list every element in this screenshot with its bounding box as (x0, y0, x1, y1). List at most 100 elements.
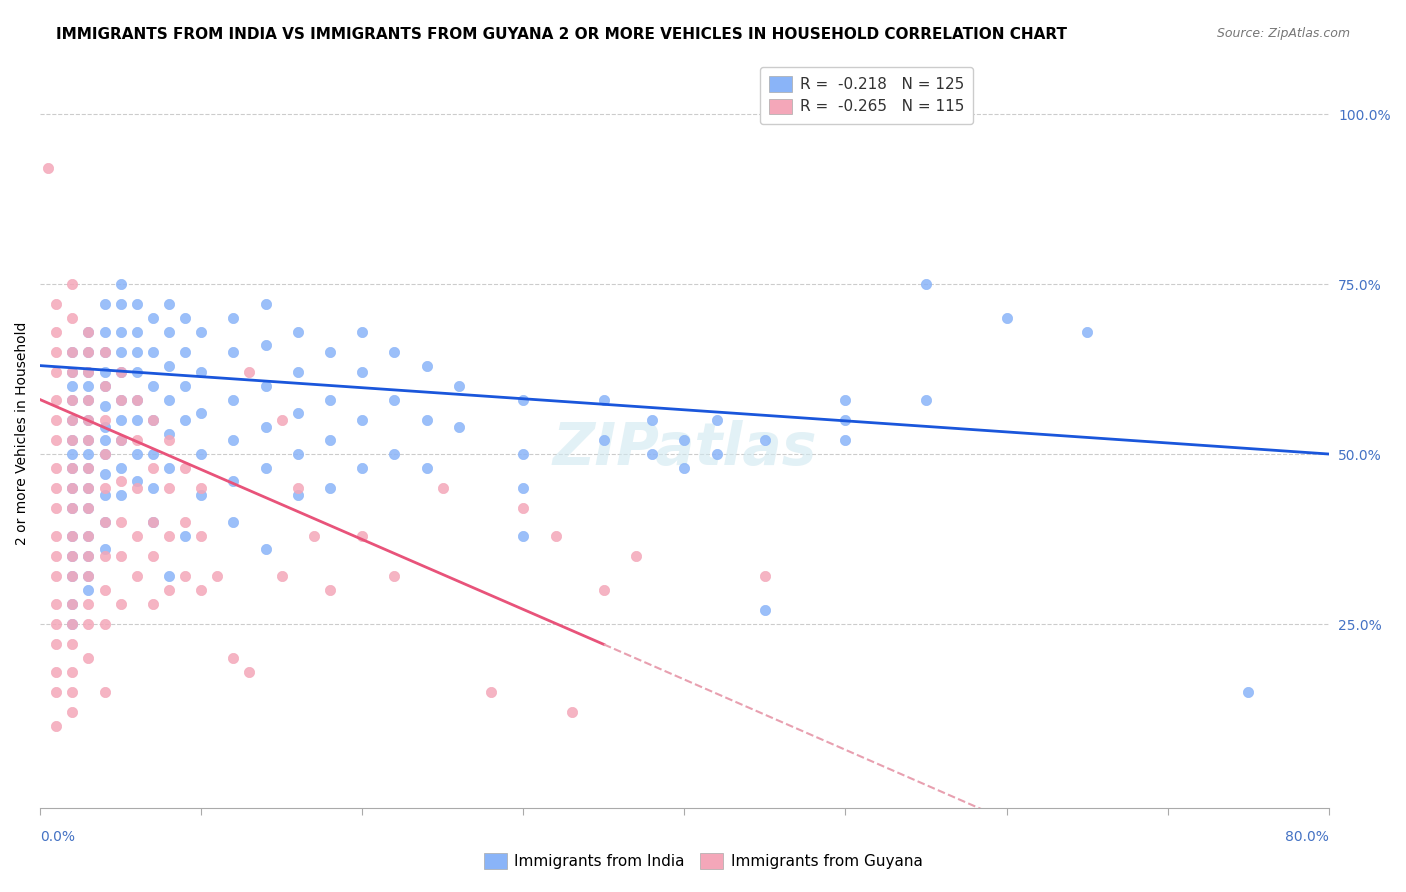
Point (93, 345, 115, 359)
Point (174, 413, 197, 427)
Point (834, 434, 856, 448)
Point (60, 617, 83, 632)
Point (110, 365, 132, 379)
Point (270, 569, 292, 583)
Point (352, 325, 374, 339)
Point (77, 651, 100, 665)
Point (93, 419, 115, 434)
Point (45, 597, 67, 611)
Point (77, 528, 100, 542)
Point (915, 392, 938, 407)
Point (125, 365, 148, 379)
Point (93, 325, 115, 339)
Point (125, 569, 148, 583)
Point (93, 297, 115, 311)
Point (77, 447, 100, 461)
Point (110, 515, 132, 529)
Point (125, 434, 148, 448)
Point (45, 569, 67, 583)
Point (45, 637, 67, 651)
Point (60, 617, 83, 632)
Point (174, 528, 197, 542)
Point (77, 501, 100, 516)
Point (174, 569, 197, 583)
Point (157, 569, 180, 583)
Point (174, 379, 197, 393)
Point (142, 460, 165, 475)
Point (157, 528, 180, 542)
Point (60, 597, 83, 611)
Point (77, 569, 100, 583)
Point (995, 311, 1018, 326)
Point (60, 392, 83, 407)
Point (110, 434, 132, 448)
Point (77, 345, 100, 359)
Point (157, 481, 180, 495)
Point (77, 434, 100, 448)
Point (174, 515, 197, 529)
Point (45, 481, 67, 495)
Point (60, 277, 83, 291)
Point (384, 345, 406, 359)
Point (157, 434, 180, 448)
Point (60, 481, 83, 495)
Point (60, 345, 83, 359)
Point (142, 597, 165, 611)
Point (60, 597, 83, 611)
Point (125, 297, 148, 311)
Point (93, 488, 115, 502)
Point (77, 460, 100, 475)
Point (415, 359, 437, 373)
Point (352, 365, 374, 379)
Point (142, 549, 165, 563)
Point (432, 481, 454, 495)
Point (254, 542, 277, 557)
Point (60, 685, 83, 699)
Point (77, 528, 100, 542)
Point (110, 549, 132, 563)
Point (45, 617, 67, 632)
Point (60, 549, 83, 563)
Point (561, 706, 583, 720)
Point (77, 501, 100, 516)
Point (447, 379, 470, 393)
Point (110, 597, 132, 611)
Point (706, 413, 728, 427)
Point (222, 392, 245, 407)
Point (754, 434, 776, 448)
Point (157, 582, 180, 597)
Point (754, 569, 776, 583)
Point (222, 345, 245, 359)
Point (157, 325, 180, 339)
Point (60, 365, 83, 379)
Point (125, 413, 148, 427)
Point (45, 297, 67, 311)
Point (93, 467, 115, 482)
Point (77, 392, 100, 407)
Point (60, 434, 83, 448)
Point (706, 447, 728, 461)
Point (60, 413, 83, 427)
Point (254, 297, 277, 311)
Point (93, 447, 115, 461)
Text: 0.0%: 0.0% (41, 830, 75, 844)
Point (125, 392, 148, 407)
Point (77, 481, 100, 495)
Point (142, 481, 165, 495)
Point (77, 582, 100, 597)
Point (1076, 325, 1098, 339)
Point (60, 345, 83, 359)
Point (60, 569, 83, 583)
Point (174, 460, 197, 475)
Point (254, 460, 277, 475)
Legend: Immigrants from India, Immigrants from Guyana: Immigrants from India, Immigrants from G… (478, 847, 928, 875)
Point (142, 447, 165, 461)
Point (352, 413, 374, 427)
Point (60, 481, 83, 495)
Point (93, 515, 115, 529)
Point (287, 481, 309, 495)
Point (319, 345, 342, 359)
Point (77, 597, 100, 611)
Point (45, 460, 67, 475)
Point (754, 603, 776, 617)
